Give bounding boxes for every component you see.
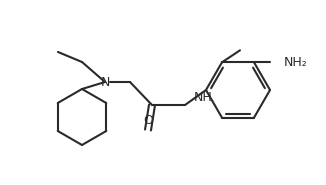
Text: N: N: [100, 75, 110, 88]
Text: O: O: [143, 115, 153, 127]
Text: NH: NH: [194, 90, 213, 103]
Text: NH₂: NH₂: [284, 56, 308, 69]
